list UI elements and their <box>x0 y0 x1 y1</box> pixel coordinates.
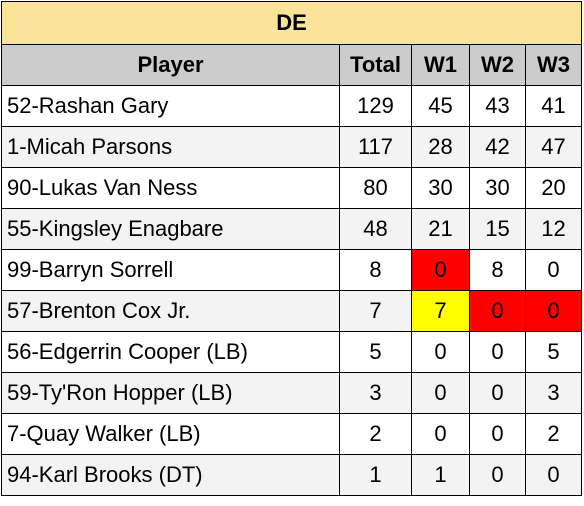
cell-total: 8 <box>339 249 412 291</box>
cell-player: 55-Kingsley Enagbare <box>1 208 340 250</box>
cell-w3: 0 <box>525 290 582 332</box>
header-w3: W3 <box>525 44 582 86</box>
cell-w3: 0 <box>525 454 582 496</box>
cell-w2: 42 <box>469 126 526 168</box>
cell-w1: 0 <box>411 413 470 455</box>
cell-w1: 21 <box>411 208 470 250</box>
table-title: DE <box>1 1 582 45</box>
table-row: 52-Rashan Gary 129 45 43 41 <box>1 85 582 127</box>
cell-w2: 0 <box>469 290 526 332</box>
cell-w2: 0 <box>469 454 526 496</box>
cell-player: 99-Barryn Sorrell <box>1 249 340 291</box>
table-row: 99-Barryn Sorrell 8 0 8 0 <box>1 249 582 291</box>
cell-player: 1-Micah Parsons <box>1 126 340 168</box>
snap-count-table: DE Player Total W1 W2 W3 52-Rashan Gary 1… <box>1 1 582 496</box>
cell-total: 80 <box>339 167 412 209</box>
cell-player: 7-Quay Walker (LB) <box>1 413 340 455</box>
cell-total: 129 <box>339 85 412 127</box>
cell-player: 90-Lukas Van Ness <box>1 167 340 209</box>
cell-w1: 45 <box>411 85 470 127</box>
cell-total: 2 <box>339 413 412 455</box>
table-row: 94-Karl Brooks (DT) 1 1 0 0 <box>1 454 582 496</box>
cell-w3: 3 <box>525 372 582 414</box>
cell-total: 117 <box>339 126 412 168</box>
table-row: 90-Lukas Van Ness 80 30 30 20 <box>1 167 582 209</box>
table-title-row: DE <box>1 1 582 45</box>
cell-w1: 30 <box>411 167 470 209</box>
cell-w2: 43 <box>469 85 526 127</box>
cell-w2: 30 <box>469 167 526 209</box>
cell-w3: 47 <box>525 126 582 168</box>
header-total: Total <box>339 44 412 86</box>
cell-w1: 0 <box>411 372 470 414</box>
cell-w3: 0 <box>525 249 582 291</box>
cell-w2: 8 <box>469 249 526 291</box>
table-row: 56-Edgerrin Cooper (LB) 5 0 0 5 <box>1 331 582 373</box>
cell-player: 94-Karl Brooks (DT) <box>1 454 340 496</box>
cell-w2: 0 <box>469 372 526 414</box>
cell-w1: 28 <box>411 126 470 168</box>
header-w1: W1 <box>411 44 470 86</box>
table-row: 55-Kingsley Enagbare 48 21 15 12 <box>1 208 582 250</box>
cell-player: 59-Ty'Ron Hopper (LB) <box>1 372 340 414</box>
cell-w1: 0 <box>411 331 470 373</box>
cell-w1: 7 <box>411 290 470 332</box>
table-row: 57-Brenton Cox Jr. 7 7 0 0 <box>1 290 582 332</box>
snap-count-table-container: DE Player Total W1 W2 W3 52-Rashan Gary 1… <box>1 1 582 496</box>
table-header-row: Player Total W1 W2 W3 <box>1 44 582 86</box>
cell-w1: 0 <box>411 249 470 291</box>
cell-w2: 0 <box>469 413 526 455</box>
table-row: 59-Ty'Ron Hopper (LB) 3 0 0 3 <box>1 372 582 414</box>
cell-total: 48 <box>339 208 412 250</box>
cell-total: 7 <box>339 290 412 332</box>
cell-player: 57-Brenton Cox Jr. <box>1 290 340 332</box>
header-w2: W2 <box>469 44 526 86</box>
cell-total: 5 <box>339 331 412 373</box>
cell-w3: 2 <box>525 413 582 455</box>
table-row: 1-Micah Parsons 117 28 42 47 <box>1 126 582 168</box>
cell-player: 52-Rashan Gary <box>1 85 340 127</box>
cell-w2: 0 <box>469 331 526 373</box>
cell-w1: 1 <box>411 454 470 496</box>
cell-w3: 5 <box>525 331 582 373</box>
cell-w3: 12 <box>525 208 582 250</box>
cell-player: 56-Edgerrin Cooper (LB) <box>1 331 340 373</box>
table-row: 7-Quay Walker (LB) 2 0 0 2 <box>1 413 582 455</box>
cell-total: 3 <box>339 372 412 414</box>
cell-w3: 20 <box>525 167 582 209</box>
cell-total: 1 <box>339 454 412 496</box>
cell-w2: 15 <box>469 208 526 250</box>
cell-w3: 41 <box>525 85 582 127</box>
header-player: Player <box>1 44 340 86</box>
